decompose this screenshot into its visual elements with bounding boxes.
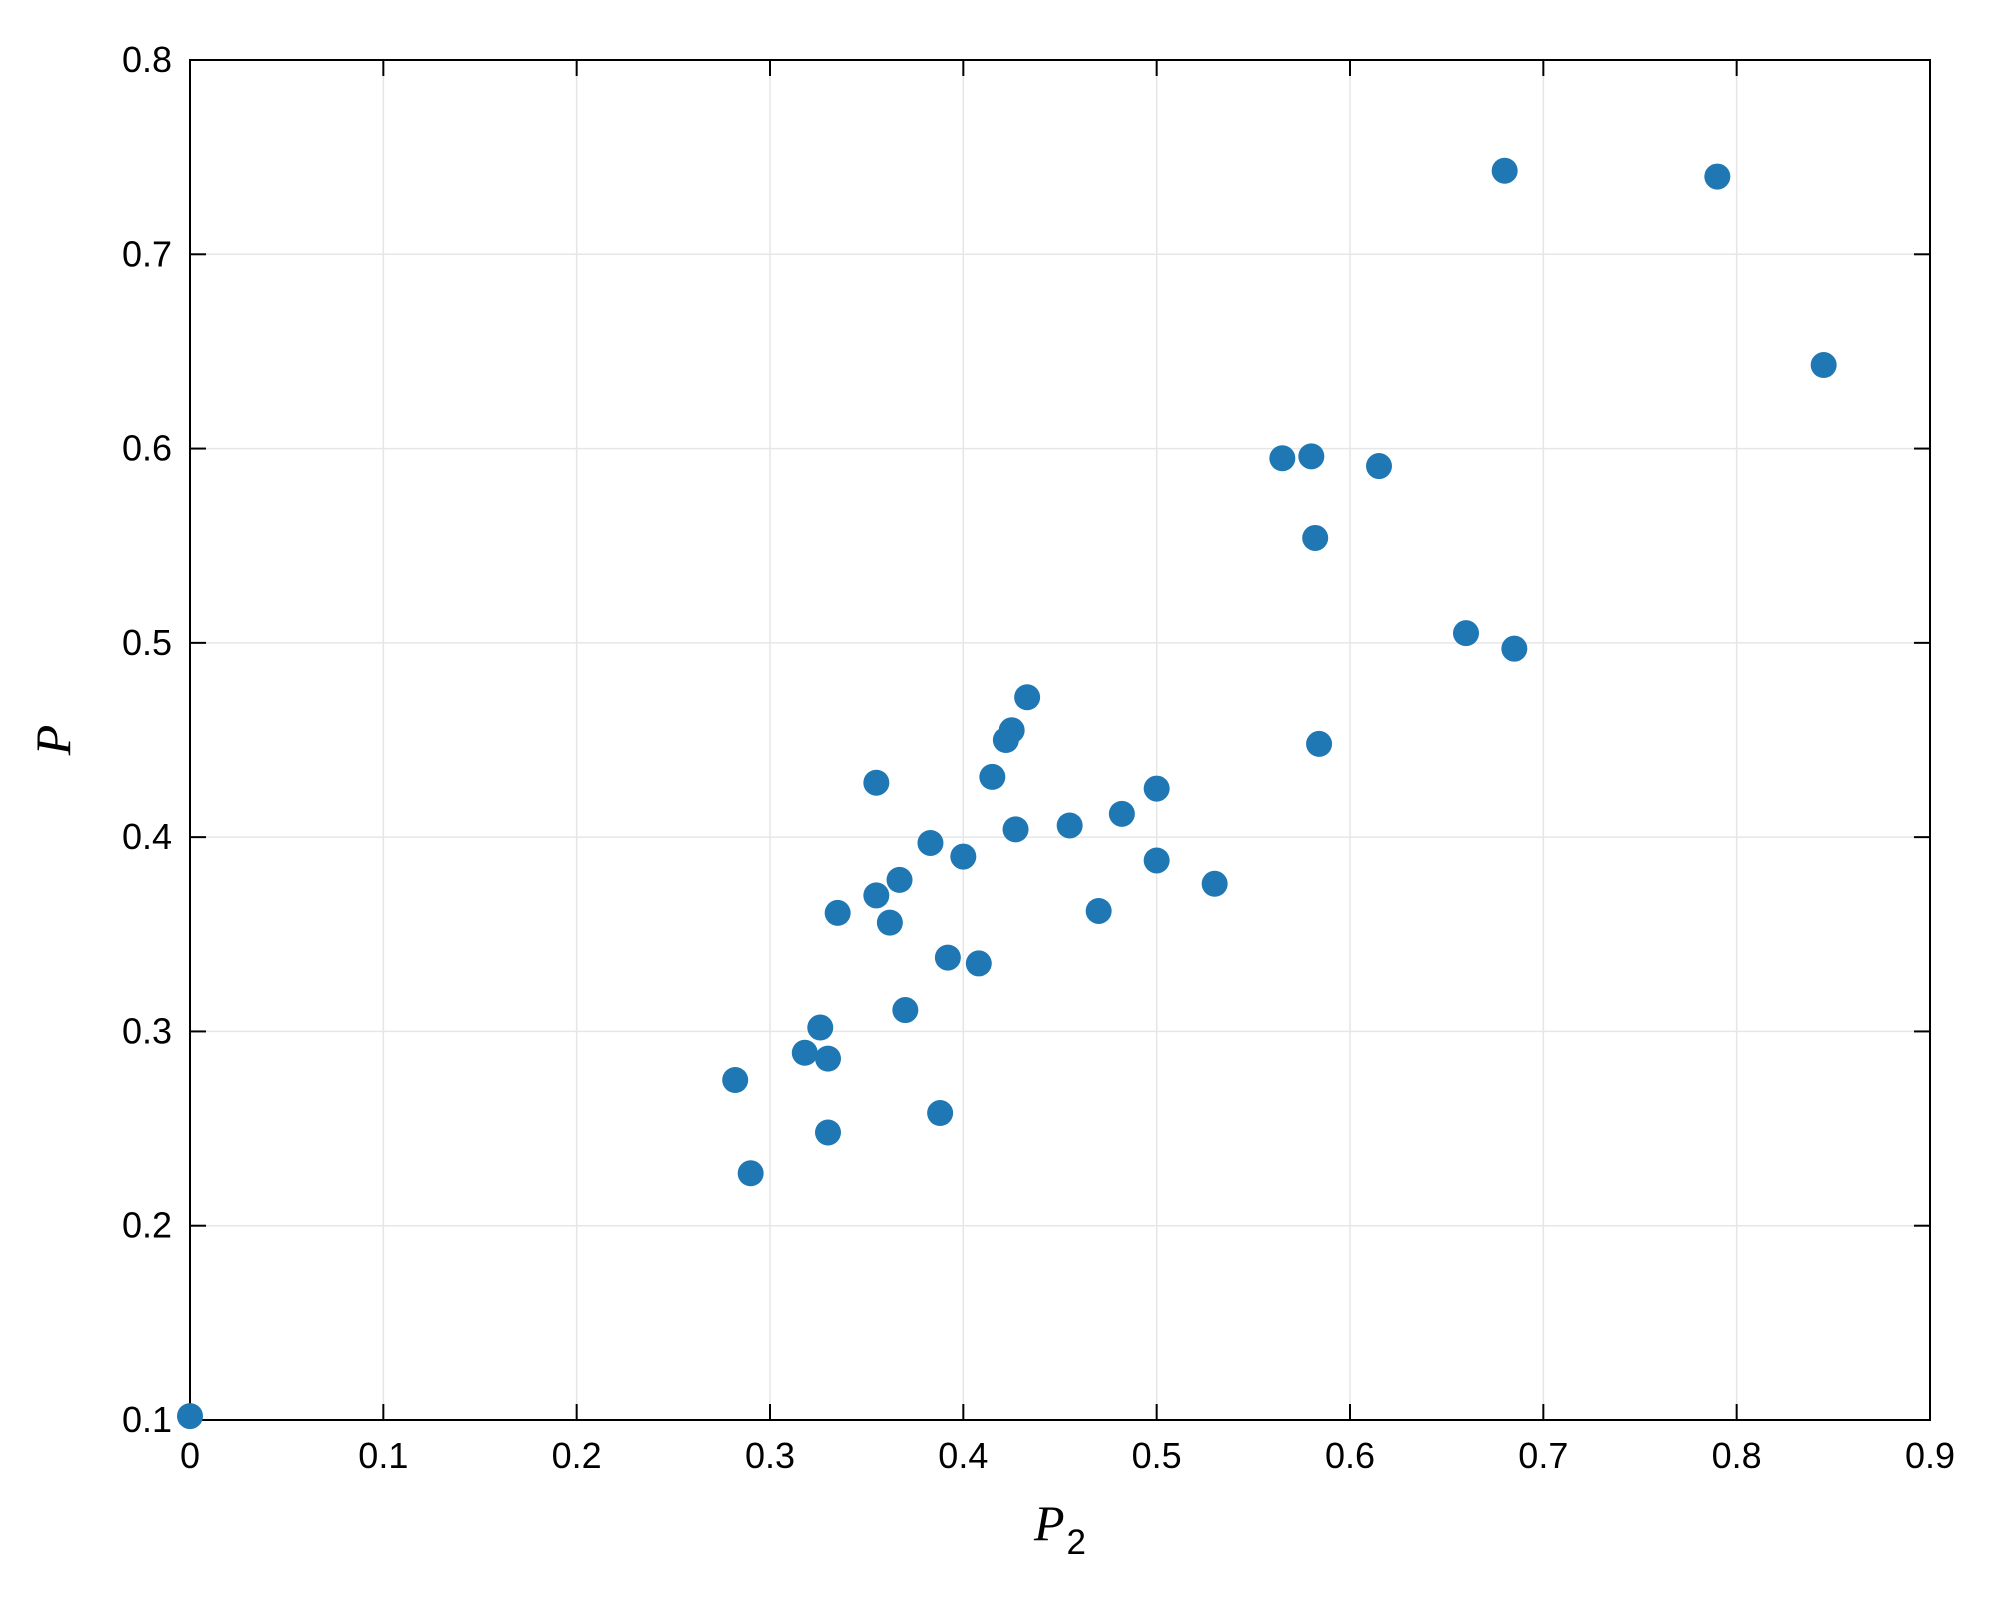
- y-tick-label: 0.7: [122, 233, 172, 274]
- data-point: [999, 717, 1025, 743]
- data-point: [738, 1160, 764, 1186]
- y-tick-label: 0.6: [122, 428, 172, 469]
- data-point: [825, 900, 851, 926]
- scatter-chart: 00.10.20.30.40.50.60.70.80.90.10.20.30.4…: [0, 0, 1998, 1602]
- data-point: [1492, 158, 1518, 184]
- data-point: [1298, 443, 1324, 469]
- x-tick-label: 0.2: [552, 1435, 602, 1476]
- data-point: [815, 1046, 841, 1072]
- x-tick-label: 0.4: [938, 1435, 988, 1476]
- x-tick-label: 0: [180, 1435, 200, 1476]
- x-tick-label: 0.5: [1132, 1435, 1182, 1476]
- data-point: [887, 867, 913, 893]
- data-point: [1704, 164, 1730, 190]
- chart-svg: 00.10.20.30.40.50.60.70.80.90.10.20.30.4…: [0, 0, 1998, 1602]
- data-point: [950, 844, 976, 870]
- data-point: [807, 1015, 833, 1041]
- data-point: [1144, 847, 1170, 873]
- data-point: [1811, 352, 1837, 378]
- y-tick-label: 0.5: [122, 622, 172, 663]
- x-tick-label: 0.6: [1325, 1435, 1375, 1476]
- y-tick-label: 0.3: [122, 1010, 172, 1051]
- data-point: [1501, 636, 1527, 662]
- y-tick-label: 0.2: [122, 1205, 172, 1246]
- x-tick-label: 0.3: [745, 1435, 795, 1476]
- data-point: [1109, 801, 1135, 827]
- plot-bg: [190, 60, 1930, 1420]
- x-tick-label: 0.9: [1905, 1435, 1955, 1476]
- data-point: [863, 770, 889, 796]
- data-point: [177, 1403, 203, 1429]
- data-point: [892, 997, 918, 1023]
- data-point: [917, 830, 943, 856]
- x-tick-label: 0.1: [358, 1435, 408, 1476]
- y-axis-label: P: [25, 725, 81, 757]
- data-point: [966, 950, 992, 976]
- data-point: [877, 910, 903, 936]
- x-tick-label: 0.7: [1518, 1435, 1568, 1476]
- y-tick-label: 0.8: [122, 39, 172, 80]
- y-tick-label: 0.1: [122, 1399, 172, 1440]
- data-point: [1144, 776, 1170, 802]
- y-tick-label: 0.4: [122, 816, 172, 857]
- data-point: [927, 1100, 953, 1126]
- data-point: [815, 1119, 841, 1145]
- data-point: [1202, 871, 1228, 897]
- data-point: [1003, 816, 1029, 842]
- data-point: [1306, 731, 1332, 757]
- data-point: [1366, 453, 1392, 479]
- data-point: [863, 882, 889, 908]
- data-point: [792, 1040, 818, 1066]
- data-point: [1269, 445, 1295, 471]
- data-point: [722, 1067, 748, 1093]
- data-point: [1014, 684, 1040, 710]
- data-point: [1453, 620, 1479, 646]
- data-point: [1086, 898, 1112, 924]
- data-point: [1057, 812, 1083, 838]
- data-point: [935, 945, 961, 971]
- x-tick-label: 0.8: [1712, 1435, 1762, 1476]
- data-point: [979, 764, 1005, 790]
- data-point: [1302, 525, 1328, 551]
